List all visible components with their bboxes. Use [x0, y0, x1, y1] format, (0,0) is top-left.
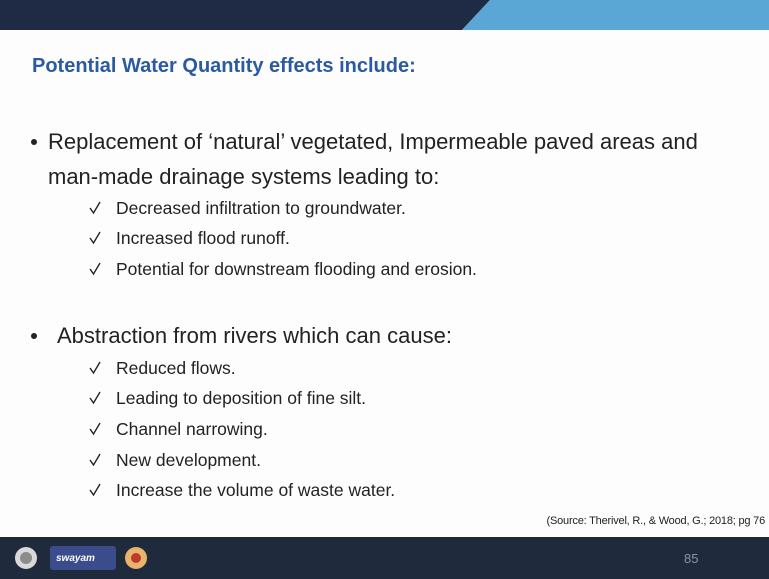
logos	[15, 546, 147, 570]
check-icon	[88, 231, 102, 250]
check-mark	[89, 231, 101, 245]
check-icon	[88, 453, 102, 472]
check-icon	[88, 361, 102, 380]
sub-item: Reduced flows.	[116, 358, 236, 378]
sub-item: Potential for downstream flooding and er…	[116, 259, 477, 279]
bullet-dot	[31, 333, 37, 339]
sub-item: New development.	[116, 450, 261, 470]
check-mark	[89, 453, 101, 467]
footer: swayam 85	[0, 537, 769, 579]
sub-item: Decreased infiltration to groundwater.	[116, 198, 406, 218]
check-icon	[88, 201, 102, 220]
check-mark	[89, 483, 101, 497]
header-band	[0, 0, 769, 30]
bullet-text: Replacement of ‘natural’ vegetated, Impe…	[48, 129, 698, 189]
sub-item: Increase the volume of waste water.	[116, 480, 396, 500]
source-note: (Source: Therivel, R., & Wood, G.; 2018;…	[546, 515, 766, 527]
slide-title: Potential Water Quantity effects include…	[32, 55, 416, 77]
check-icon	[88, 483, 102, 502]
check-icon	[88, 262, 102, 281]
check-mark	[89, 422, 101, 436]
logo-text: swayam	[56, 553, 95, 564]
check-icon	[88, 422, 102, 441]
check-icon	[88, 391, 102, 410]
check-mark	[89, 361, 101, 375]
sub-item: Channel narrowing.	[116, 419, 268, 439]
sub-item: Increased flood runoff.	[116, 228, 290, 248]
bullet-text: Abstraction from rivers which can cause:	[57, 323, 452, 348]
sub-item: Leading to deposition of fine silt.	[116, 388, 367, 408]
check-mark	[89, 262, 101, 276]
check-mark	[89, 391, 101, 405]
check-mark	[89, 201, 101, 215]
bullet-dot	[31, 139, 37, 145]
page-number: 85	[684, 551, 699, 566]
